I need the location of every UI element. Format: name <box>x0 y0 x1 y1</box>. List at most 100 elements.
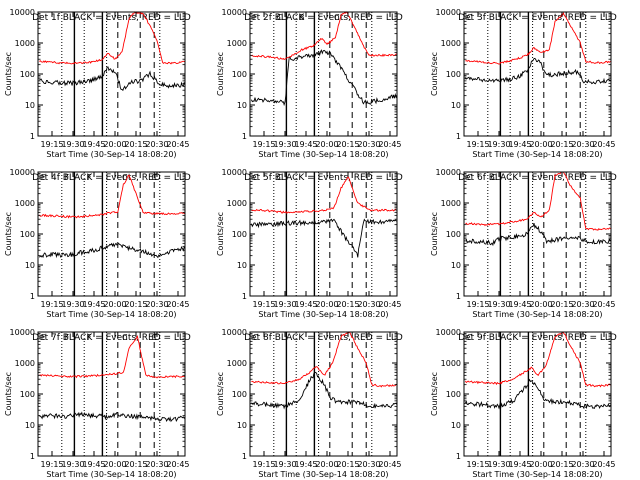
y-tick-label: 1 <box>456 132 461 141</box>
region-marker-label: C <box>253 173 259 182</box>
x-axis-label: Start Time (30-Sep-14 18:08:20) <box>472 310 602 319</box>
x-tick-label: 19:30 <box>273 140 296 149</box>
y-tick-label: 1 <box>30 452 35 461</box>
x-tick-label: 20:30 <box>571 140 594 149</box>
series-line-lld <box>39 174 186 219</box>
x-tick-label: 20:00 <box>315 140 338 149</box>
plot-frame <box>37 11 186 137</box>
y-tick-label: 100 <box>232 390 247 399</box>
y-axis-label: Counts/sec <box>216 52 225 96</box>
x-tick-label: 19:30 <box>487 140 510 149</box>
y-tick-label: 10 <box>25 101 35 110</box>
region-marker-label: B <box>299 13 305 22</box>
x-tick-label: 20:15 <box>550 460 573 469</box>
y-tick-label: 10000 <box>222 328 247 337</box>
x-tick-label: 19:15 <box>40 460 63 469</box>
series-line-lld <box>39 11 186 65</box>
x-tick-label: 20:15 <box>550 300 573 309</box>
region-marker-label: C <box>277 173 283 182</box>
y-tick-label: 1 <box>242 452 247 461</box>
x-tick-label: 20:45 <box>592 300 615 309</box>
panel-title: Det 4f BLACK = Events, RED = LLD <box>32 173 191 183</box>
x-tick-label: 20:00 <box>529 460 552 469</box>
y-tick-label: 10 <box>25 421 35 430</box>
x-tick-label: 19:45 <box>82 140 105 149</box>
region-marker-label: C <box>122 173 128 182</box>
x-tick-label: 20:00 <box>103 460 126 469</box>
region-marker-label: C <box>151 173 157 182</box>
x-tick-label: 19:15 <box>252 140 275 149</box>
y-tick-label: 1 <box>242 292 247 301</box>
x-tick-label: 20:30 <box>357 460 380 469</box>
y-tick-label: 10 <box>25 261 35 270</box>
x-tick-label: 20:15 <box>336 140 359 149</box>
x-tick-label: 20:30 <box>571 460 594 469</box>
y-tick-label: 10 <box>237 421 247 430</box>
x-axis-label: Start Time (30-Sep-14 18:08:20) <box>258 310 388 319</box>
x-tick-label: 19:15 <box>252 460 275 469</box>
x-tick-label: 20:00 <box>529 140 552 149</box>
x-tick-label: 20:30 <box>145 300 168 309</box>
plot-frame <box>463 11 612 137</box>
x-tick-label: 19:45 <box>294 140 317 149</box>
x-tick-label: 20:45 <box>592 460 615 469</box>
plot-frame <box>37 171 186 297</box>
region-marker-label: F <box>65 173 70 182</box>
y-axis-label: Counts/sec <box>4 52 13 96</box>
x-tick-label: 20:45 <box>166 140 189 149</box>
y-tick-label: 100 <box>20 70 35 79</box>
x-tick-label: 19:15 <box>466 140 489 149</box>
x-tick-label: 19:45 <box>294 300 317 309</box>
x-tick-label: 20:00 <box>103 140 126 149</box>
x-tick-label: 19:45 <box>294 460 317 469</box>
y-tick-label: 1000 <box>15 199 35 208</box>
x-axis-label: Start Time (30-Sep-14 18:08:20) <box>258 470 388 479</box>
series-line-lld <box>465 11 612 65</box>
y-axis-label: Counts/sec <box>430 52 439 96</box>
series-line-events <box>251 371 398 410</box>
x-tick-label: 20:00 <box>315 460 338 469</box>
region-marker-label: C <box>334 13 340 22</box>
x-axis-label: Start Time (30-Sep-14 18:08:20) <box>46 150 176 159</box>
x-tick-label: 20:00 <box>103 300 126 309</box>
x-tick-label: 20:15 <box>336 460 359 469</box>
plot-frame <box>463 331 612 457</box>
x-tick-label: 19:15 <box>40 300 63 309</box>
x-tick-label: 20:45 <box>166 460 189 469</box>
region-marker-label: F <box>253 13 258 22</box>
y-tick-label: 1000 <box>15 39 35 48</box>
y-tick-label: 1000 <box>441 39 461 48</box>
plot-frame <box>463 171 612 297</box>
series-line-events <box>465 57 612 85</box>
x-tick-label: 20:00 <box>315 300 338 309</box>
x-tick-label: 19:30 <box>273 460 296 469</box>
y-axis-label: Counts/sec <box>4 372 13 416</box>
x-tick-label: 20:30 <box>145 140 168 149</box>
plot-frame <box>37 331 186 457</box>
y-tick-label: 10000 <box>436 8 461 17</box>
series-line-lld <box>39 334 186 379</box>
x-tick-label: 20:15 <box>550 140 573 149</box>
y-axis-label: Counts/sec <box>430 212 439 256</box>
y-axis-label: Counts/sec <box>216 372 225 416</box>
y-axis-label: Counts/sec <box>216 212 225 256</box>
y-tick-label: 100 <box>232 230 247 239</box>
y-axis-label: Counts/sec <box>430 372 439 416</box>
x-tick-label: 20:30 <box>357 140 380 149</box>
region-marker-label: E <box>41 333 46 342</box>
x-axis-label: Start Time (30-Sep-14 18:08:20) <box>472 150 602 159</box>
y-tick-label: 10000 <box>10 8 35 17</box>
region-marker-label: C <box>253 333 259 342</box>
x-tick-label: 19:15 <box>466 460 489 469</box>
y-tick-label: 1000 <box>227 39 247 48</box>
plot-frame <box>249 11 398 137</box>
x-tick-label: 19:30 <box>273 300 296 309</box>
y-tick-label: 10 <box>451 261 461 270</box>
y-tick-label: 100 <box>446 390 461 399</box>
y-tick-label: 1 <box>30 292 35 301</box>
x-tick-label: 20:15 <box>124 460 147 469</box>
